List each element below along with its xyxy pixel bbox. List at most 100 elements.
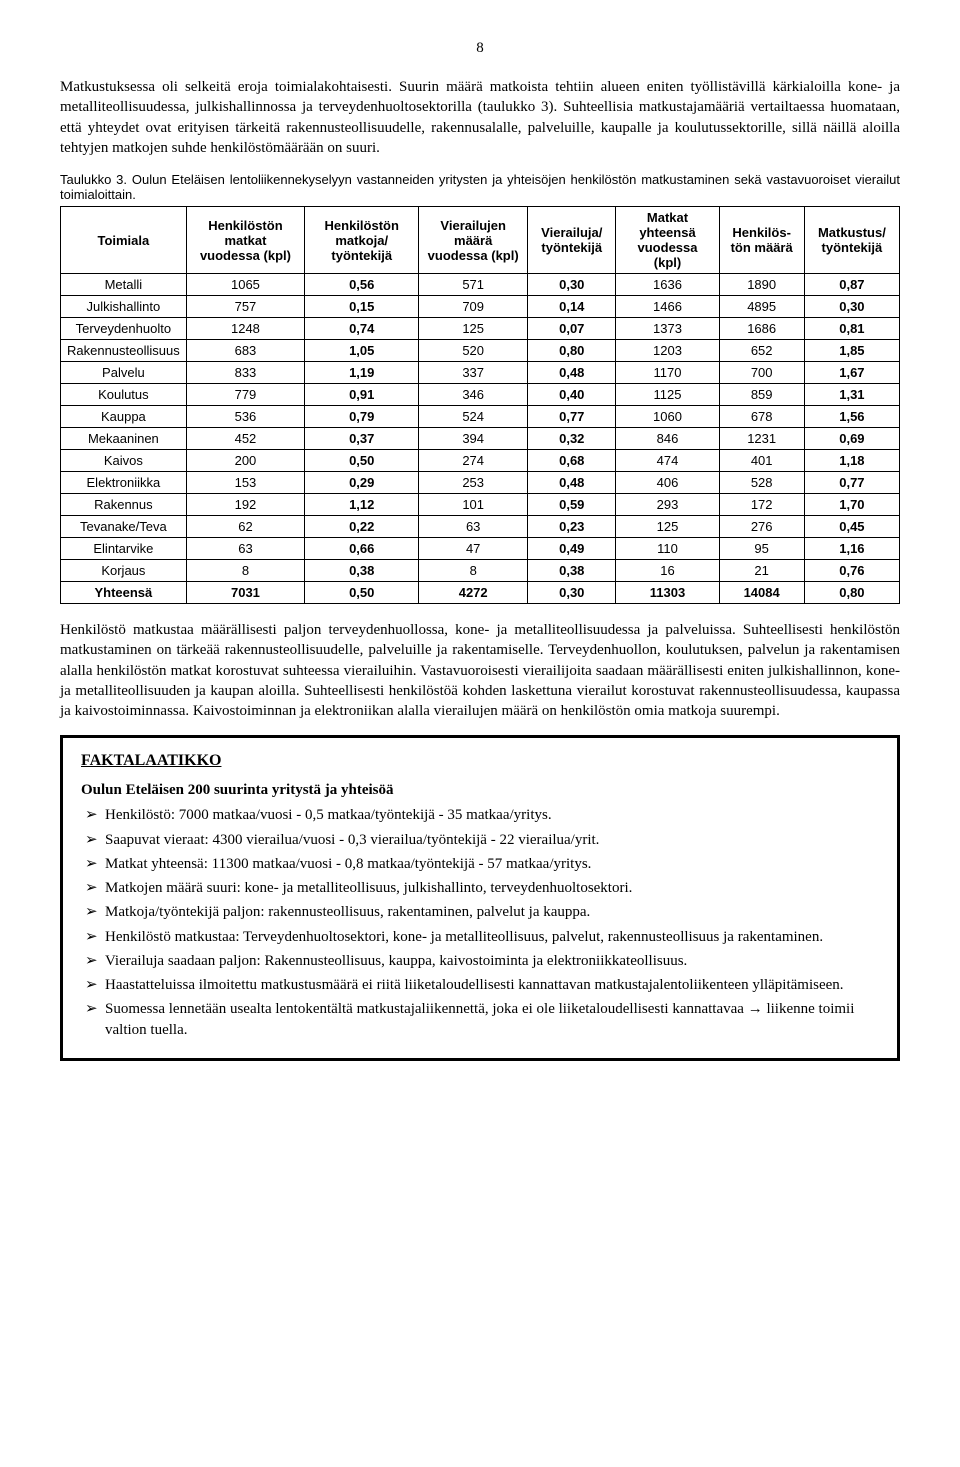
table-cell: Rakennus — [61, 494, 187, 516]
table-cell: 709 — [419, 296, 528, 318]
factbox-item: Henkilöstö: 7000 matkaa/vuosi - 0,5 matk… — [81, 805, 879, 825]
col-header: Matkustus/ työntekijä — [804, 207, 899, 274]
table-cell: 62 — [186, 516, 304, 538]
table-cell: 520 — [419, 340, 528, 362]
table-cell: 683 — [186, 340, 304, 362]
table-cell: 110 — [616, 538, 719, 560]
table-cell: 0,50 — [305, 582, 419, 604]
table-cell: 0,14 — [528, 296, 616, 318]
table-cell: 0,91 — [305, 384, 419, 406]
table-cell: 1125 — [616, 384, 719, 406]
factbox-item: Suomessa lennetään usealta lentokentältä… — [81, 999, 879, 1040]
table-cell: 101 — [419, 494, 528, 516]
table-cell: 0,66 — [305, 538, 419, 560]
factbox-subtitle: Oulun Eteläisen 200 suurinta yritystä ja… — [81, 782, 879, 799]
table-cell: Koulutus — [61, 384, 187, 406]
table-cell: 0,87 — [804, 274, 899, 296]
col-header: Henkilöstön matkoja/ työntekijä — [305, 207, 419, 274]
table-cell: 1203 — [616, 340, 719, 362]
table-cell: 293 — [616, 494, 719, 516]
table-cell: 846 — [616, 428, 719, 450]
table-cell: 652 — [719, 340, 804, 362]
table-cell: 536 — [186, 406, 304, 428]
table-cell: 0,30 — [528, 274, 616, 296]
table-row: Rakennus1921,121010,592931721,70 — [61, 494, 900, 516]
table-cell: 0,74 — [305, 318, 419, 340]
factbox-item: Matkojen määrä suuri: kone- ja metallite… — [81, 878, 879, 898]
table-cell: 1890 — [719, 274, 804, 296]
table-cell: 63 — [419, 516, 528, 538]
table-cell: 1,31 — [804, 384, 899, 406]
table-row: Elintarvike630,66470,49110951,16 — [61, 538, 900, 560]
table-cell: 1231 — [719, 428, 804, 450]
table-cell: Tevanake/Teva — [61, 516, 187, 538]
table-cell: Julkishallinto — [61, 296, 187, 318]
table-cell: 1170 — [616, 362, 719, 384]
table-cell: 0,80 — [528, 340, 616, 362]
table-cell: 1060 — [616, 406, 719, 428]
table-cell: 1,67 — [804, 362, 899, 384]
table-cell: 16 — [616, 560, 719, 582]
table-cell: 779 — [186, 384, 304, 406]
table-cell: 0,81 — [804, 318, 899, 340]
table-cell: 524 — [419, 406, 528, 428]
table-header-row: Toimiala Henkilöstön matkat vuodessa (kp… — [61, 207, 900, 274]
table-cell: 253 — [419, 472, 528, 494]
table-cell: Yhteensä — [61, 582, 187, 604]
table-cell: 95 — [719, 538, 804, 560]
col-header: Toimiala — [61, 207, 187, 274]
table-cell: 474 — [616, 450, 719, 472]
table-cell: 274 — [419, 450, 528, 472]
table-cell: 0,48 — [528, 472, 616, 494]
table-cell: 1636 — [616, 274, 719, 296]
factbox-item: Matkoja/työntekijä paljon: rakennusteoll… — [81, 902, 879, 922]
table-cell: 125 — [616, 516, 719, 538]
paragraph-2: Henkilöstö matkustaa määrällisesti paljo… — [60, 620, 900, 721]
col-header: Matkat yhteensä vuodessa (kpl) — [616, 207, 719, 274]
table-cell: Terveydenhuolto — [61, 318, 187, 340]
table-cell: 1,12 — [305, 494, 419, 516]
table-row: Mekaaninen4520,373940,3284612310,69 — [61, 428, 900, 450]
table-cell: 0,69 — [804, 428, 899, 450]
data-table: Toimiala Henkilöstön matkat vuodessa (kp… — [60, 206, 900, 604]
table-cell: 0,22 — [305, 516, 419, 538]
table-cell: 1,19 — [305, 362, 419, 384]
table-cell: 700 — [719, 362, 804, 384]
factbox-item: Vierailuja saadaan paljon: Rakennusteoll… — [81, 951, 879, 971]
table-cell: 337 — [419, 362, 528, 384]
table-cell: 0,45 — [804, 516, 899, 538]
table-cell: 0,23 — [528, 516, 616, 538]
col-header: Henkilös-tön määrä — [719, 207, 804, 274]
table-row: Yhteensä70310,5042720,3011303140840,80 — [61, 582, 900, 604]
table-row: Tevanake/Teva620,22630,231252760,45 — [61, 516, 900, 538]
table-cell: 14084 — [719, 582, 804, 604]
table-caption: Taulukko 3. Oulun Eteläisen lentoliikenn… — [60, 172, 900, 202]
table-row: Kauppa5360,795240,7710606781,56 — [61, 406, 900, 428]
table-row: Korjaus80,3880,3816210,76 — [61, 560, 900, 582]
table-row: Terveydenhuolto12480,741250,07137316860,… — [61, 318, 900, 340]
table-cell: 346 — [419, 384, 528, 406]
table-cell: 833 — [186, 362, 304, 384]
table-cell: Kaivos — [61, 450, 187, 472]
table-cell: 153 — [186, 472, 304, 494]
table-cell: 0,30 — [804, 296, 899, 318]
table-cell: 21 — [719, 560, 804, 582]
table-cell: 4272 — [419, 582, 528, 604]
table-cell: 1,05 — [305, 340, 419, 362]
table-cell: 1248 — [186, 318, 304, 340]
page-number: 8 — [60, 40, 900, 57]
col-header: Vierailuja/ työntekijä — [528, 207, 616, 274]
table-cell: 528 — [719, 472, 804, 494]
table-cell: 0,68 — [528, 450, 616, 472]
table-cell: 571 — [419, 274, 528, 296]
table-cell: 0,59 — [528, 494, 616, 516]
factbox-list: Henkilöstö: 7000 matkaa/vuosi - 0,5 matk… — [81, 805, 879, 1040]
table-cell: 0,40 — [528, 384, 616, 406]
table-cell: 0,32 — [528, 428, 616, 450]
table-cell: Palvelu — [61, 362, 187, 384]
table-cell: 1065 — [186, 274, 304, 296]
table-cell: 0,80 — [804, 582, 899, 604]
table-cell: 0,79 — [305, 406, 419, 428]
table-cell: 0,29 — [305, 472, 419, 494]
table-cell: Korjaus — [61, 560, 187, 582]
